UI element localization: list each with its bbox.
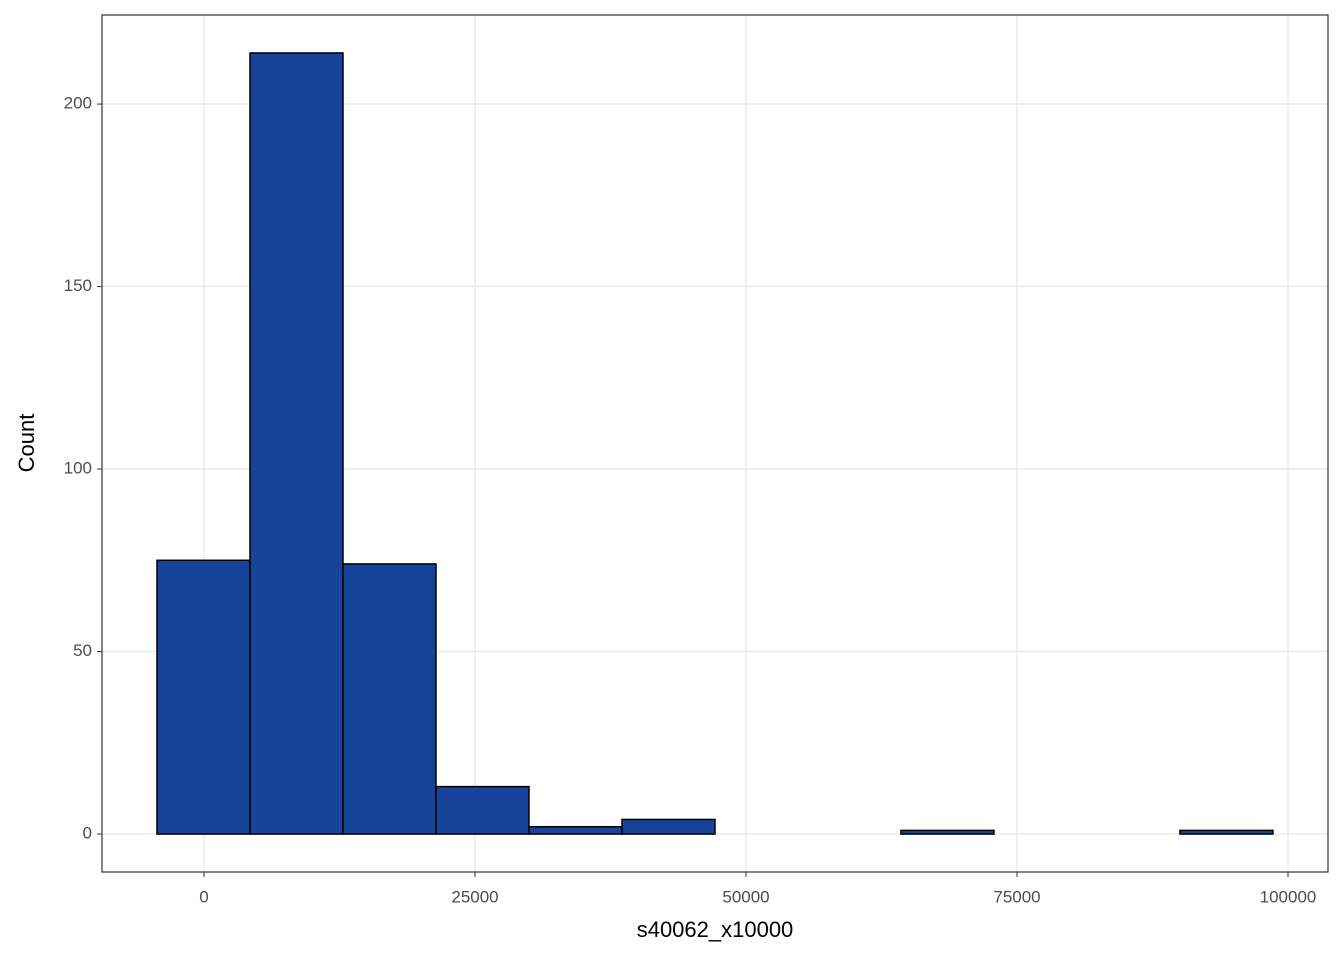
x-tick-label: 75000 bbox=[993, 887, 1040, 906]
bar bbox=[621, 818, 716, 835]
y-tick-label: 50 bbox=[73, 641, 92, 660]
y-tick-label: 200 bbox=[64, 94, 92, 113]
x-tick-label: 100000 bbox=[1260, 887, 1317, 906]
bar bbox=[342, 563, 437, 835]
x-axis-title: s40062_x10000 bbox=[637, 917, 794, 942]
bar bbox=[900, 829, 995, 835]
bar bbox=[435, 785, 530, 835]
panel-border bbox=[101, 14, 1329, 873]
bar bbox=[1179, 829, 1274, 835]
bar bbox=[528, 825, 623, 835]
y-axis-title: Count bbox=[14, 414, 39, 473]
y-tick-label: 100 bbox=[64, 459, 92, 478]
y-tick-label: 0 bbox=[83, 824, 92, 843]
x-tick-label: 0 bbox=[199, 887, 208, 906]
x-tick-label: 25000 bbox=[451, 887, 498, 906]
bar bbox=[156, 559, 251, 835]
x-tick-label: 50000 bbox=[722, 887, 769, 906]
y-tick-label: 150 bbox=[64, 276, 92, 295]
bar bbox=[249, 52, 344, 835]
